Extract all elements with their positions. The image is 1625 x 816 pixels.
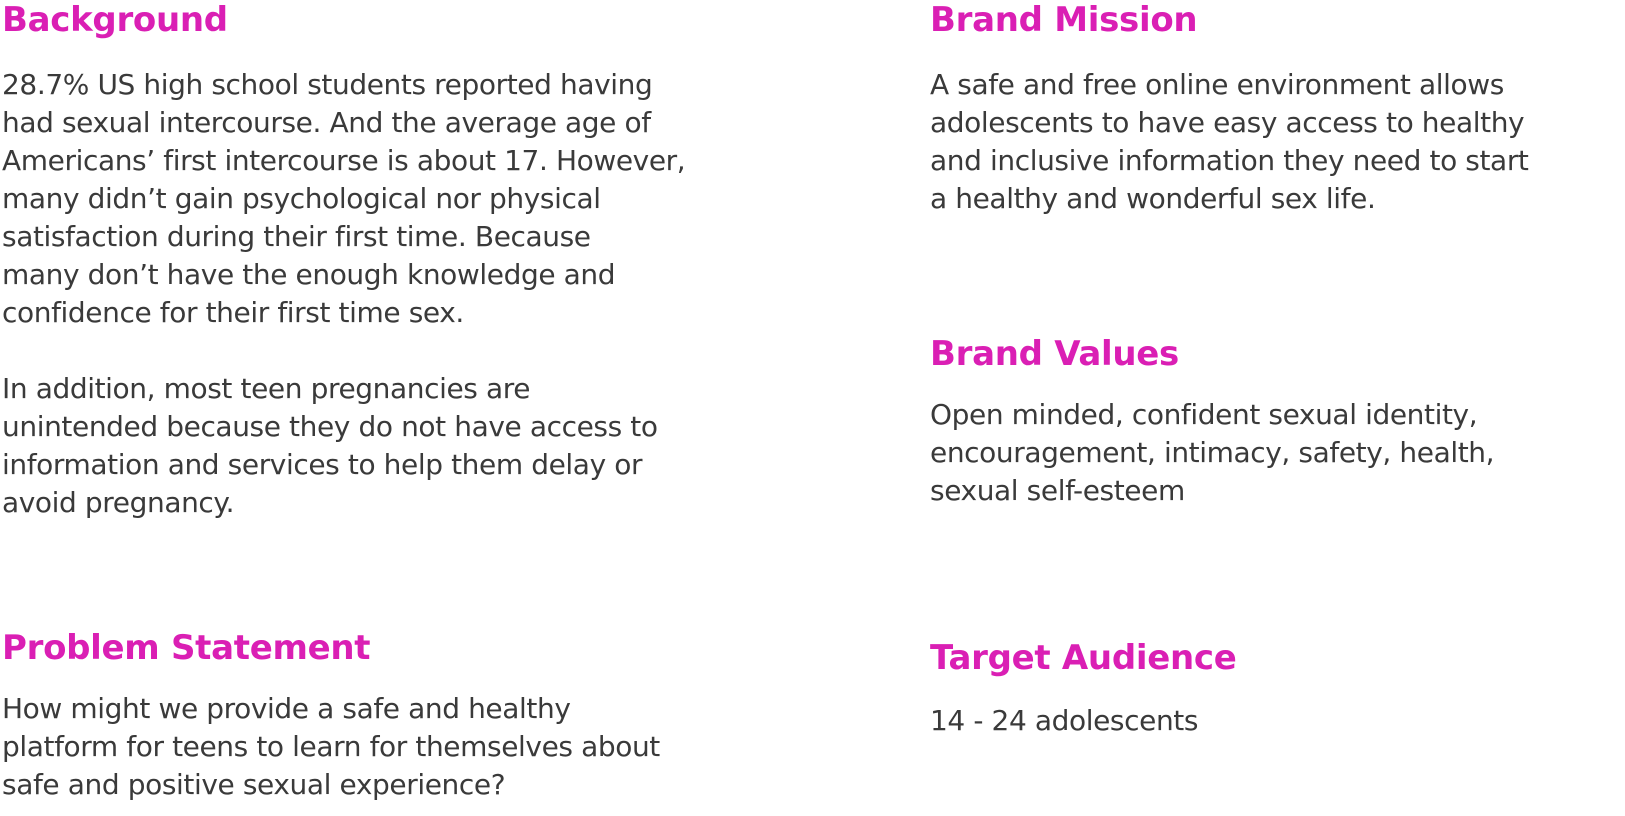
background-heading: Background — [2, 0, 228, 40]
text-line: adolescents to have easy access to healt… — [930, 106, 1525, 139]
text-line: 14 - 24 adolescents — [930, 704, 1199, 737]
problem-statement-section: Problem Statement How might we provide a… — [2, 628, 802, 804]
text-line: and inclusive information they need to s… — [930, 144, 1529, 177]
text-line: How might we provide a safe and healthy — [2, 692, 571, 725]
paragraph-gap — [2, 332, 802, 370]
problem-statement-text: How might we provide a safe and healthy … — [2, 690, 802, 804]
target-audience-text: 14 - 24 adolescents — [930, 702, 1620, 740]
brand-values-text: Open minded, confident sexual identity, … — [930, 396, 1620, 510]
text-line: Open minded, confident sexual identity, — [930, 398, 1478, 431]
brand-mission-heading: Brand Mission — [930, 0, 1198, 40]
brand-mission-text: A safe and free online environment allow… — [930, 66, 1620, 218]
text-line: information and services to help them de… — [2, 448, 643, 481]
brand-values-section: Brand Values Open minded, confident sexu… — [930, 334, 1620, 510]
text-line: sexual self-esteem — [930, 474, 1185, 507]
text-line: encouragement, intimacy, safety, health, — [930, 436, 1495, 469]
text-line: confidence for their first time sex. — [2, 296, 464, 329]
text-line: 28.7% US high school students reported h… — [2, 68, 653, 101]
text-line: platform for teens to learn for themselv… — [2, 730, 660, 763]
text-line: In addition, most teen pregnancies are — [2, 372, 531, 405]
text-line: a healthy and wonderful sex life. — [930, 182, 1376, 215]
background-paragraph-1: 28.7% US high school students reported h… — [2, 66, 802, 522]
background-section: Background 28.7% US high school students… — [2, 0, 802, 522]
problem-statement-heading: Problem Statement — [2, 628, 371, 668]
target-audience-heading: Target Audience — [930, 638, 1237, 678]
text-line: satisfaction during their first time. Be… — [2, 220, 591, 253]
text-line: had sexual intercourse. And the average … — [2, 106, 651, 139]
brand-values-heading: Brand Values — [930, 334, 1179, 374]
target-audience-section: Target Audience 14 - 24 adolescents — [930, 638, 1620, 740]
text-line: unintended because they do not have acce… — [2, 410, 658, 443]
text-line: A safe and free online environment allow… — [930, 68, 1504, 101]
text-line: Americans’ first intercourse is about 17… — [2, 144, 686, 177]
brand-mission-section: Brand Mission A safe and free online env… — [930, 0, 1620, 218]
text-line: many don’t have the enough knowledge and — [2, 258, 616, 291]
text-line: safe and positive sexual experience? — [2, 768, 506, 801]
text-line: avoid pregnancy. — [2, 486, 235, 519]
text-line: many didn’t gain psychological nor physi… — [2, 182, 601, 215]
